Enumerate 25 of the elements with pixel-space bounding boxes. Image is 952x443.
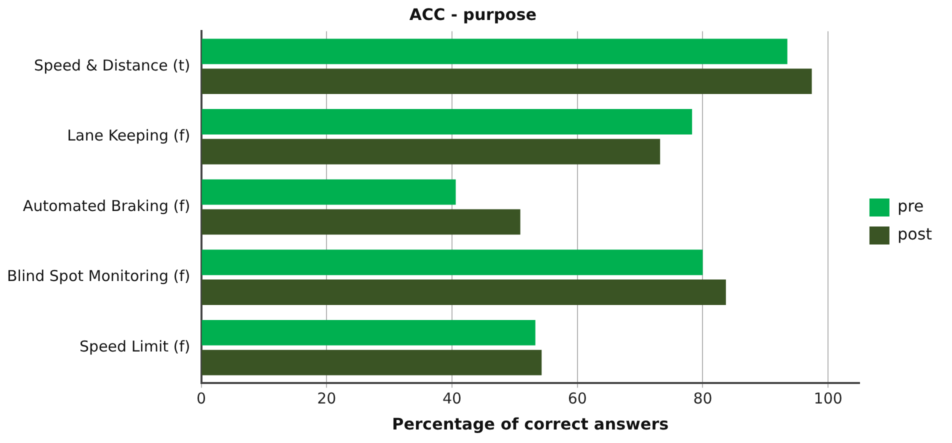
bar	[202, 320, 536, 346]
x-tick-label: 100	[814, 390, 842, 408]
bar	[202, 250, 703, 276]
x-tick-label: 60	[568, 390, 587, 408]
x-tick-label: 0	[196, 390, 206, 408]
bar	[202, 179, 456, 205]
legend-label: pre	[897, 196, 924, 216]
bar	[202, 38, 788, 64]
x-tick-label: 20	[317, 390, 336, 408]
y-tick-label: Blind Spot Monitoring (f)	[6, 267, 190, 286]
bar	[202, 209, 520, 235]
y-tick-label: Automated Braking (f)	[22, 196, 190, 215]
legend-label: post	[897, 224, 932, 244]
bar	[202, 109, 692, 134]
chart-title: ACC - purpose	[409, 4, 537, 24]
bar	[202, 138, 660, 164]
bar	[202, 68, 812, 94]
x-tick-label: 40	[442, 390, 462, 408]
y-tick-label: Speed & Distance (t)	[34, 56, 190, 74]
y-tick-label: Lane Keeping (f)	[67, 126, 190, 145]
bar	[202, 350, 542, 376]
bar	[202, 280, 726, 305]
x-axis-title: Percentage of correct answers	[392, 414, 669, 434]
y-tick-label: Speed Limit (f)	[80, 338, 190, 356]
x-tick-label: 80	[693, 390, 712, 408]
